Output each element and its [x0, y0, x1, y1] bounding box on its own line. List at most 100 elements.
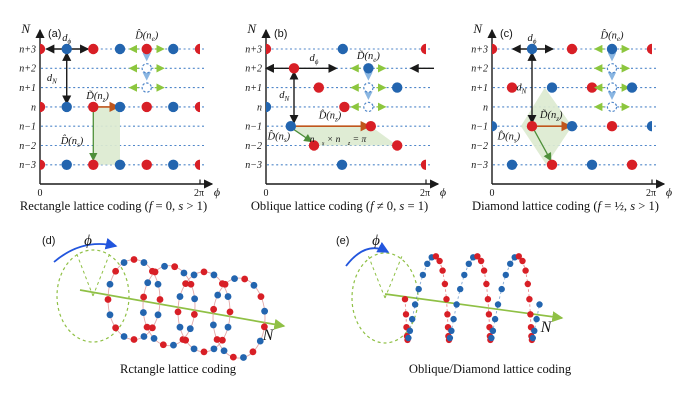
operator-label: D̂(ne) [134, 29, 159, 44]
lattice-dot [141, 159, 152, 170]
lattice-dot [506, 82, 518, 93]
helix-dot [533, 315, 540, 323]
ring-dot [120, 333, 128, 340]
y-tick-label: n−3 [471, 160, 488, 171]
ring-dot [176, 293, 184, 300]
panel-d-caption: Rctangle lattice coding [119, 362, 237, 376]
helix-dot [507, 260, 514, 267]
lattice-dot-half [40, 159, 46, 170]
ring-dot [224, 293, 232, 300]
panel-tag: (a) [48, 28, 61, 40]
lattice-dot [61, 159, 72, 170]
ring-dot [130, 336, 138, 343]
helix-dot [411, 301, 419, 308]
spiral-plot: (d) ϕ N [42, 233, 286, 361]
helix-dot [477, 257, 485, 265]
operator-label: D̂(ns) [496, 130, 520, 145]
y-tick-label: n−1 [19, 122, 36, 133]
ring-dot [148, 324, 156, 332]
helix-connector [490, 257, 516, 339]
ring-dot [182, 336, 190, 344]
helix-dot [401, 296, 409, 303]
error-state-circle [141, 63, 152, 74]
lattice-dot [168, 101, 179, 113]
y-tick-label: n−1 [471, 122, 488, 133]
y-tick-label: n+2 [245, 64, 262, 75]
n-axis-arrow [79, 289, 286, 330]
ring-dot [180, 269, 188, 277]
unit-cell-shade [93, 106, 120, 165]
y-tick-label: n−3 [245, 160, 262, 171]
y-tick-label: n+3 [245, 44, 262, 55]
ring-dot [170, 341, 177, 349]
lattice-dot-half [266, 101, 272, 113]
operator-label: D̂(ns) [60, 134, 84, 149]
phase-wedge-line [367, 254, 386, 299]
helix-dot [498, 285, 505, 293]
phi-rotation-arrow [345, 241, 390, 267]
panel-a-plot: n+3 n+2 n+1 n n−1 n−2 n−3 Nϕ 0 2π (a) dϕ dN D̂(ne) D̃(… [19, 21, 220, 199]
ring-dot [139, 309, 147, 316]
helix-dot [522, 267, 529, 274]
lattice-dot [363, 63, 374, 74]
lattice-dot-half [492, 43, 498, 55]
caption-text: s [630, 199, 636, 213]
ring-dot [190, 311, 198, 318]
shaded-cell [93, 106, 120, 165]
ring-dot [144, 279, 152, 287]
stabilizer-arrow [292, 128, 313, 143]
helix-dot [480, 267, 488, 274]
operator-label: dN [47, 73, 58, 86]
lattice-dot [365, 121, 376, 132]
ring-dot [154, 311, 162, 319]
helix-dot [406, 327, 414, 334]
ring-dot [104, 296, 112, 303]
ring-dot [182, 280, 190, 287]
y-tick-label: n−3 [19, 160, 36, 171]
lattice-dot [61, 101, 72, 113]
helix-dot [444, 311, 451, 318]
lattice-dot-half [646, 121, 652, 132]
helix-dot [489, 327, 497, 334]
ring-dot [176, 323, 184, 331]
ring-dot [187, 280, 195, 288]
ring-dot [224, 323, 232, 331]
ring-dot [130, 256, 138, 263]
helix-dot [529, 334, 536, 342]
y-tick-label: n+1 [19, 83, 36, 94]
x-axis-label: ϕ [214, 185, 220, 199]
lattice-dot [88, 43, 99, 55]
x-tick-label: 2π [194, 188, 204, 199]
helix-dot [419, 271, 427, 279]
ring-dot [140, 259, 148, 266]
helix-dot [450, 315, 457, 323]
axes [487, 28, 666, 189]
labels: n+3 n+2 n+1 n n−1 n−2 n−3 Nϕ 0 2π (a) dϕ dN D̂(ne) D̃(… [19, 21, 220, 199]
helix-dot [461, 271, 468, 279]
panel-c-caption: Diamond lattice coding (f = ½, s > 1) [452, 199, 679, 214]
y-axis-label: N [246, 21, 257, 36]
helix-dot [502, 271, 509, 279]
helix-dot [457, 285, 464, 293]
lattice-dot [141, 43, 152, 55]
ring-dot [210, 271, 218, 279]
panel-tag: (e) [336, 235, 349, 247]
y-tick-label: n−2 [245, 141, 262, 152]
helix-dot [515, 253, 522, 260]
helix-connector [407, 257, 433, 339]
helix-dot [494, 301, 502, 308]
ring-dot [120, 259, 128, 266]
ring-dot [154, 280, 162, 288]
lattice-dot [586, 159, 598, 170]
ring-dot [186, 325, 194, 333]
y-tick-label: n+1 [245, 83, 262, 94]
ring-dot [210, 345, 218, 353]
caption-text: f [148, 199, 153, 213]
ring-dot [250, 281, 258, 289]
helix-connector [404, 299, 408, 340]
x-tick-label: 2π [420, 188, 430, 199]
x-axis-label: ϕ [440, 185, 446, 199]
ring-dot [190, 345, 198, 353]
helix-dot [448, 327, 455, 334]
